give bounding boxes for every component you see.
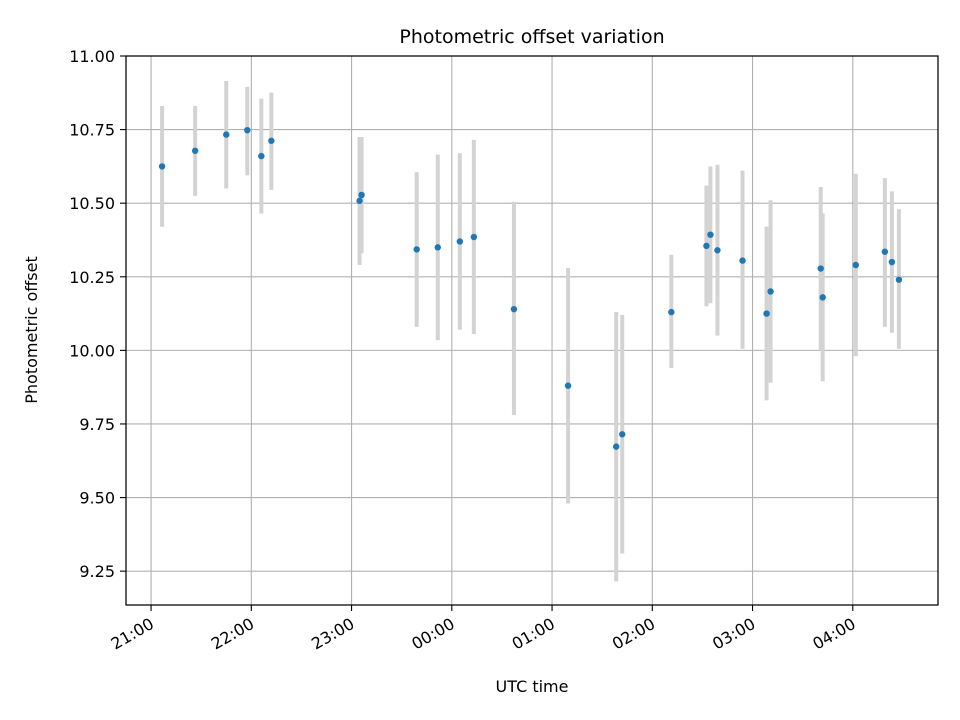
data-point xyxy=(707,231,714,238)
data-point xyxy=(714,247,721,254)
data-point xyxy=(819,294,826,301)
data-point xyxy=(413,246,420,253)
data-point xyxy=(158,163,166,170)
plot-frame xyxy=(125,55,939,606)
y-tick-label: 10.00 xyxy=(69,341,115,360)
data-point xyxy=(470,233,478,241)
data-point xyxy=(434,244,441,251)
y-tick-label: 10.50 xyxy=(69,194,115,213)
data-points xyxy=(158,126,903,450)
data-point xyxy=(852,261,859,269)
data-point xyxy=(510,305,518,313)
y-tick-label: 9.25 xyxy=(79,562,115,581)
grid xyxy=(126,55,938,605)
y-tick-label: 10.25 xyxy=(69,268,115,287)
y-axis-label: Photometric offset xyxy=(22,256,41,404)
x-axis-label: UTC time xyxy=(496,677,569,696)
data-point xyxy=(763,310,770,317)
data-point xyxy=(881,248,889,255)
data-point xyxy=(191,147,199,154)
data-point xyxy=(613,443,620,450)
data-point xyxy=(888,258,896,266)
data-point xyxy=(258,152,265,160)
y-tick-label: 10.75 xyxy=(69,121,115,140)
y-tick-label: 9.50 xyxy=(79,489,115,508)
chart-title: Photometric offset variation xyxy=(399,26,664,48)
data-point xyxy=(564,382,572,389)
data-point xyxy=(358,191,365,199)
data-point xyxy=(619,431,626,438)
data-point xyxy=(817,265,824,272)
data-point xyxy=(703,242,710,250)
y-tick-label: 9.75 xyxy=(79,415,115,434)
y-axis: 9.25 9.50 9.75 10.00 10.25 10.50 10.75 11.00 xyxy=(69,47,126,581)
data-point xyxy=(739,257,746,264)
data-point xyxy=(895,276,903,283)
data-point xyxy=(767,288,774,295)
data-point xyxy=(244,126,251,134)
data-point xyxy=(356,197,363,205)
y-tick-label: 11.00 xyxy=(69,47,115,66)
data-point xyxy=(668,308,675,316)
data-point xyxy=(456,238,464,245)
data-point xyxy=(268,137,275,144)
data-point xyxy=(223,131,230,138)
